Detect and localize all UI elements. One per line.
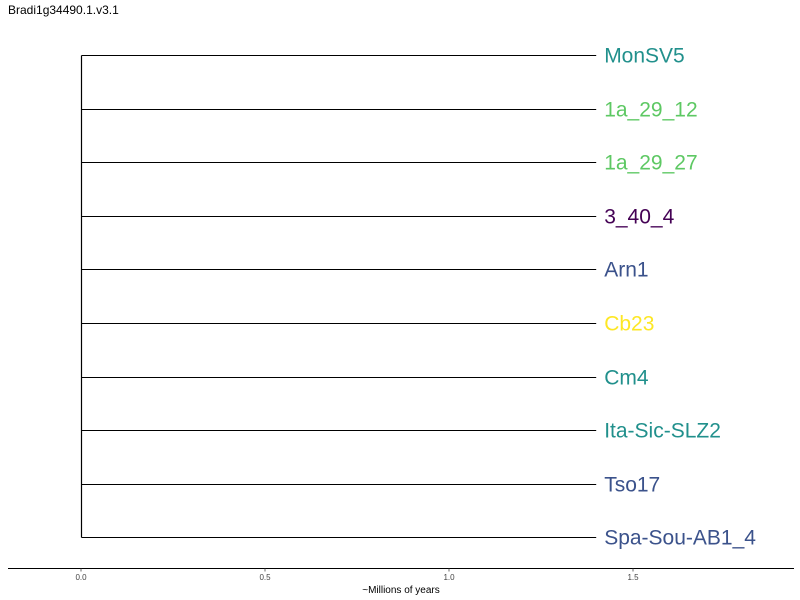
tip-labels: MonSV5 1a_29_12 1a_29_27 3_40_4 Arn1 Cb23 Cm4 I…: [604, 45, 756, 550]
x-axis-title: ~Millions of years: [362, 585, 440, 596]
tip-label: Arn1: [604, 259, 648, 282]
tip-label: Tso17: [604, 474, 660, 497]
tip-label: Spa-Sou-AB1_4: [604, 527, 756, 550]
tip-label: 1a_29_27: [604, 152, 697, 175]
x-axis-ticks: 0.0 0.5 1.0 1.5: [75, 568, 639, 582]
figure-title: Bradi1g34490.1.v3.1: [8, 3, 119, 17]
tip-label: Cm4: [604, 367, 649, 390]
tree-branches: [80, 55, 597, 538]
x-tick-label: 1.0: [443, 573, 455, 582]
tip-label: MonSV5: [604, 45, 685, 68]
x-axis: 0.0 0.5 1.0 1.5 ~Millions of years: [8, 568, 794, 596]
x-tick-label: 0.5: [259, 573, 271, 582]
x-tick-label: 1.5: [627, 573, 639, 582]
x-tick-label: 0.0: [75, 573, 87, 582]
tip-label: 3_40_4: [604, 206, 674, 229]
tip-label: Ita-Sic-SLZ2: [604, 420, 721, 443]
tip-label: Cb23: [604, 313, 654, 336]
tip-label: 1a_29_12: [604, 99, 697, 122]
